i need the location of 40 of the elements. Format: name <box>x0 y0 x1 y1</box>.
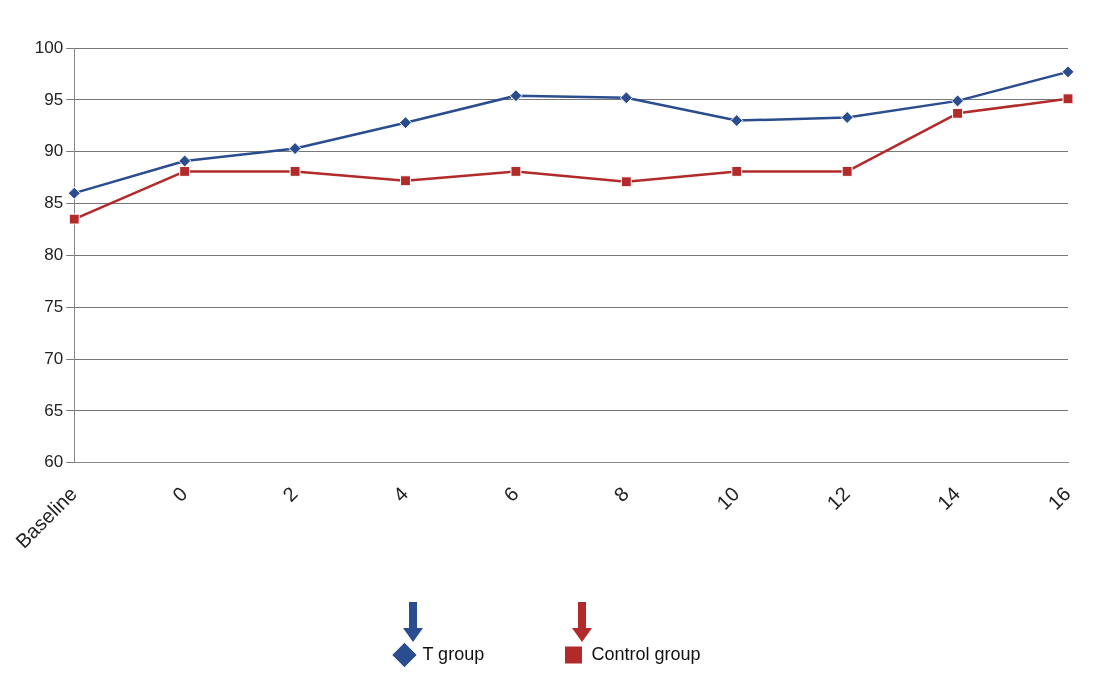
x-tick-label: 10 <box>712 482 744 514</box>
point <box>178 154 192 168</box>
y-tick-label: 100 <box>34 37 64 57</box>
point <box>619 91 633 105</box>
x-tick-label: 0 <box>167 482 192 506</box>
x-tick-label: 4 <box>388 482 413 506</box>
point <box>952 107 964 119</box>
point <box>179 165 191 177</box>
y-tick-label: 75 <box>44 296 64 316</box>
point <box>509 89 523 103</box>
point <box>1062 93 1074 105</box>
legend-label: Control group <box>591 643 701 664</box>
y-tick-label: 65 <box>44 400 64 420</box>
point <box>840 110 854 124</box>
x-tick-label: 2 <box>278 482 302 506</box>
x-tick-label: 12 <box>822 482 854 514</box>
point <box>288 142 302 156</box>
point <box>841 165 853 177</box>
point <box>510 165 522 177</box>
point <box>289 165 301 177</box>
point <box>951 94 965 108</box>
x-tick-label: 14 <box>933 482 965 514</box>
point <box>400 175 411 187</box>
y-tick-label: 70 <box>44 348 64 368</box>
point <box>1061 65 1075 79</box>
x-tick-label: 6 <box>499 482 523 506</box>
x-tick-label: 8 <box>609 482 634 506</box>
legend-label: T group <box>422 643 485 664</box>
y-tick-label: 80 <box>44 245 64 265</box>
y-tick-label: 95 <box>44 89 64 109</box>
point <box>67 186 81 200</box>
point <box>68 213 80 225</box>
y-tick-label: 85 <box>44 193 64 213</box>
y-tick-label: 90 <box>44 141 64 161</box>
point <box>731 165 743 177</box>
x-tick-label: 16 <box>1043 482 1075 514</box>
point <box>620 176 632 188</box>
y-tick-label: 60 <box>44 452 64 472</box>
point <box>730 114 744 128</box>
point <box>399 116 412 130</box>
